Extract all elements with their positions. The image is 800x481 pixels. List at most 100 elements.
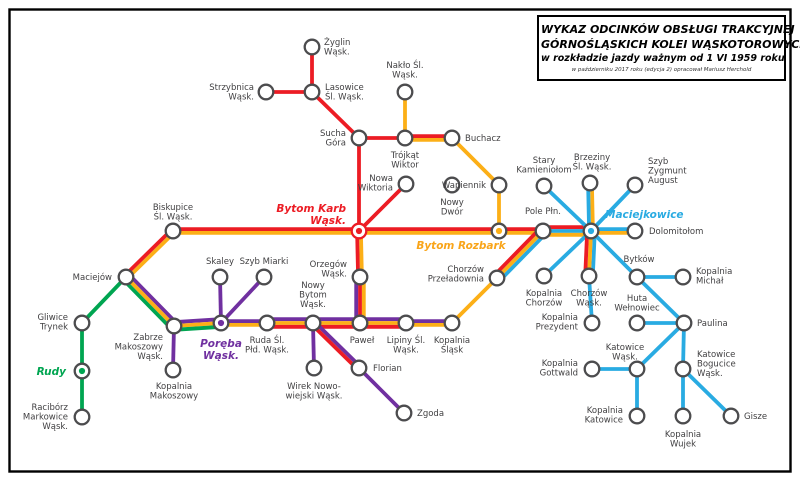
station-label-florian: Florian bbox=[373, 364, 402, 374]
station-node-ruda_sl bbox=[258, 314, 276, 332]
station-node-kopalnia_katowice bbox=[628, 407, 646, 425]
station-node-wirek bbox=[305, 359, 323, 377]
station-label-lasowice: Lasowice Śl. Wąsk. bbox=[325, 83, 364, 103]
map-title-line2: GÓRNOŚLĄSKICH KOLEI WĄSKOTOROWYCH bbox=[541, 38, 800, 51]
station-node-buchacz bbox=[443, 129, 461, 147]
station-node-naklo bbox=[396, 83, 414, 101]
station-label-sucha_gora: Sucha Góra bbox=[320, 129, 346, 149]
station-label-wirek: Wirek Nowo-wiejski Wąsk. bbox=[286, 382, 343, 402]
station-label-pawel: Paweł bbox=[350, 336, 375, 346]
station-node-zabrze_makoszowy bbox=[165, 317, 183, 335]
map-border bbox=[8, 8, 792, 473]
station-label-bytom_rozbark: Bytom Rozbark bbox=[416, 240, 506, 252]
station-dot-bytom_karb bbox=[355, 227, 363, 235]
rail-segment-maciejkowice-szyb_zygmunt-cyan bbox=[589, 183, 637, 233]
rail-segment-biskupice-maciejow-red bbox=[123, 228, 174, 277]
station-node-nowy_dwor bbox=[443, 176, 461, 194]
station-label-katowice_bogucice: Katowice Bogucice Wąsk. bbox=[697, 350, 736, 379]
rail-segment-kopalnia_slask-chorzow_przeladownia-yellow bbox=[450, 276, 499, 325]
rail-segment-maciejkowice-bytkow-cyan bbox=[589, 229, 639, 279]
station-node-kopalnia_gottwald bbox=[583, 360, 601, 378]
station-label-zgoda: Zgoda bbox=[417, 409, 444, 419]
station-label-naklo: Nakło Śl. Wąsk. bbox=[386, 59, 423, 81]
station-node-kopalnia_makoszowy bbox=[164, 361, 182, 379]
station-label-nowy_bytom: Nowy Bytom Wąsk. bbox=[299, 281, 327, 310]
station-node-katowice_bogucice bbox=[674, 360, 692, 378]
station-node-pole_pln bbox=[534, 222, 552, 240]
station-node-brzeziny bbox=[581, 174, 599, 192]
station-node-pawel bbox=[351, 314, 369, 332]
station-label-zyglin: Żyglin Wąsk. bbox=[324, 37, 350, 58]
station-node-gisze bbox=[722, 407, 740, 425]
station-label-brzeziny: Brzeziny Śl. Wąsk. bbox=[573, 153, 612, 173]
station-label-nowy_dwor: Nowy Dwór bbox=[440, 198, 464, 218]
station-label-bytkow: Bytków bbox=[624, 254, 655, 265]
rail-segment-nowa_wiktoria-bytom_karb-red bbox=[357, 182, 408, 233]
rail-segment-maciejow-gliwice_trynek-green bbox=[80, 275, 128, 325]
station-node-kopalnia_slask bbox=[443, 314, 461, 332]
station-node-wapiennik bbox=[490, 176, 508, 194]
rail-segment-pole_pln-chorzow_przeladownia-red bbox=[492, 227, 542, 277]
rail-segment-buchacz-wapiennik-yellow bbox=[450, 136, 501, 187]
station-label-buchacz: Buchacz bbox=[465, 134, 501, 144]
station-label-kopalnia_wujek: Kopalnia Wujek bbox=[665, 430, 701, 450]
station-label-szyb_zygmunt: Szyb Zygmunt August bbox=[648, 157, 687, 186]
station-node-zyglin bbox=[303, 38, 321, 56]
rail-segment-maciejkowice-stary_kamieniolom-cyan bbox=[542, 184, 593, 233]
rail-segment-florian-zgoda-purple bbox=[357, 366, 406, 415]
station-label-maciejkowice: Maciejkowice bbox=[605, 209, 684, 221]
station-node-gliwice_trynek bbox=[73, 314, 91, 332]
station-node-trojkat bbox=[396, 129, 414, 147]
station-label-poreba: Poręba Wąsk. bbox=[200, 338, 242, 362]
station-node-kopalnia_chorzow bbox=[535, 267, 553, 285]
rail-segment-zabrze_makoszowy-poreba-purple bbox=[173, 317, 221, 325]
station-label-paulina: Paulina bbox=[697, 319, 728, 329]
rail-segment-bytkow-paulina-cyan bbox=[635, 275, 686, 325]
station-node-huta_welnowiec bbox=[628, 314, 646, 332]
station-label-kopalnia_katowice: Kopalnia Katowice bbox=[585, 406, 623, 426]
rail-segment-pole_pln-chorzow_przeladownia-cyan bbox=[498, 232, 548, 282]
station-label-ruda_sl: Ruda Śl. Płd. Wąsk. bbox=[245, 334, 289, 356]
station-node-szyb_zygmunt bbox=[626, 176, 644, 194]
station-node-strzybnica bbox=[257, 83, 275, 101]
rail-segment-nowy_bytom-florian-purple bbox=[312, 320, 362, 368]
rail-segment-maciejow-zabrze_makoszowy-purple bbox=[127, 273, 179, 325]
station-label-kopalnia_makoszowy: Kopalnia Makoszowy bbox=[150, 382, 198, 402]
station-label-nowa_wiktoria: Nowa Wiktoria bbox=[358, 174, 393, 194]
station-node-raciborz bbox=[73, 408, 91, 426]
rail-segment-maciejkowice-kopalnia_chorzow-cyan bbox=[542, 229, 593, 278]
station-node-nowa_wiktoria bbox=[397, 175, 415, 193]
station-label-katowice_wask: Katowice Wąsk. bbox=[606, 343, 644, 363]
station-node-kopalnia_prezydent bbox=[583, 314, 601, 332]
station-label-zabrze_makoszowy: Zabrze Makoszowy Wąsk. bbox=[115, 333, 163, 362]
station-node-katowice_wask bbox=[628, 360, 646, 378]
station-label-kopalnia_prezydent: Kopalnia Prezydent bbox=[536, 313, 579, 333]
station-node-kopalnia_michal bbox=[674, 268, 692, 286]
station-label-szyb_miarki: Szyb Miarki bbox=[240, 257, 289, 267]
station-node-nowy_bytom bbox=[304, 314, 322, 332]
station-label-wapiennik: Wapiennik bbox=[442, 181, 486, 191]
station-node-zgoda bbox=[395, 404, 413, 422]
station-label-orzegow: Orzegów Wąsk. bbox=[310, 259, 347, 280]
station-label-gliwice_trynek: Gliwice Trynek bbox=[37, 313, 68, 333]
station-label-chorzow_przeladownia: Chorzów Przeładownia bbox=[428, 264, 484, 285]
station-dot-rudy bbox=[78, 367, 86, 375]
station-node-chorzow_przeladownia bbox=[488, 269, 506, 287]
station-label-kopalnia_michal: Kopalnia Michał bbox=[696, 267, 732, 287]
rail-segment-maciejow-zabrze_makoszowy-green bbox=[121, 278, 173, 330]
station-node-maciejow bbox=[117, 268, 135, 286]
station-dot-poreba bbox=[217, 319, 225, 327]
station-label-pole_pln: Pole Płn. bbox=[525, 207, 561, 217]
station-label-biskupice: Biskupice Śl. Wąsk. bbox=[153, 203, 193, 223]
station-node-dolomitolom bbox=[626, 222, 644, 240]
station-node-biskupice bbox=[164, 222, 182, 240]
station-dot-bytom_rozbark bbox=[495, 227, 503, 235]
station-label-huta_welnowiec: Huta Wełnowiec bbox=[614, 294, 660, 314]
station-label-maciejow: Maciejów bbox=[73, 272, 112, 283]
station-label-kopalnia_gottwald: Kopalnia Gottwald bbox=[540, 359, 578, 379]
station-label-lipiny: Lipiny Śl. Wąsk. bbox=[387, 334, 425, 356]
rail-segment-paulina-katowice_wask-cyan bbox=[635, 321, 686, 371]
station-label-kopalnia_slask: Kopalnia Śląsk bbox=[434, 336, 470, 356]
station-label-dolomitolom: Dolomitołom bbox=[649, 227, 703, 237]
